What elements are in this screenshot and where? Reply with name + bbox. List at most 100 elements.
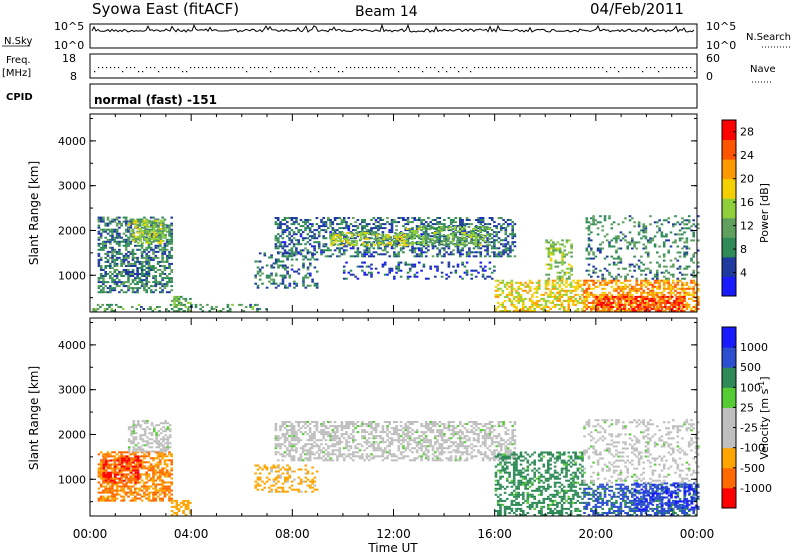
power-cell: [347, 227, 351, 230]
power-cell: [687, 285, 691, 288]
velocity-cell: [115, 485, 119, 488]
power-cell: [456, 244, 459, 247]
power-cell: [506, 241, 510, 244]
power-cell: [495, 239, 498, 242]
power-cell: [585, 299, 589, 302]
power-cell: [361, 221, 364, 224]
power-cell: [549, 265, 553, 268]
power-cell: [496, 301, 500, 304]
power-cell: [612, 299, 616, 302]
power-cell: [394, 236, 397, 239]
power-cell: [581, 308, 584, 310]
power-cell: [399, 247, 403, 250]
power-cell: [122, 285, 126, 288]
power-cell: [624, 217, 627, 220]
power-cell: [595, 303, 599, 306]
power-cell: [364, 232, 367, 234]
power-cell: [687, 215, 691, 218]
power-cell: [322, 223, 325, 226]
power-cell: [628, 293, 632, 296]
power-cell: [422, 242, 425, 245]
velocity-cell: [115, 465, 119, 468]
velocity-cell: [113, 457, 117, 460]
power-cell: [681, 217, 684, 220]
power-cell: [504, 229, 508, 232]
power-cell: [410, 230, 414, 232]
power-cell: [692, 233, 695, 236]
power-cell: [372, 217, 376, 219]
power-cell: [302, 278, 305, 281]
power-cell: [598, 297, 601, 300]
freq-dot: [434, 67, 436, 69]
power-cell: [653, 297, 657, 300]
power-cell: [434, 275, 437, 278]
power-cell: [113, 230, 117, 233]
power-cell: [386, 245, 389, 248]
power-cell: [261, 272, 264, 275]
power-cell: [438, 217, 442, 219]
velocity-cell: [104, 489, 107, 492]
power-cell: [120, 281, 123, 284]
power-cell: [552, 241, 555, 244]
power-cell: [535, 289, 539, 292]
velocity-cell: [120, 489, 123, 492]
power-cell: [363, 227, 366, 230]
power-cell: [374, 231, 378, 234]
power-cell: [603, 217, 607, 220]
velocity-cell: [111, 491, 114, 494]
power-cell: [444, 242, 448, 245]
power-cell: [361, 225, 364, 228]
power-cell: [565, 285, 568, 288]
freq-dot: [586, 67, 588, 69]
velocity-cell: [146, 436, 149, 439]
power-cell: [600, 299, 603, 302]
power-cell: [157, 227, 161, 230]
power-cell: [111, 289, 114, 292]
power-cell: [134, 239, 138, 242]
velocity-cell: [134, 477, 138, 480]
power-cell: [493, 239, 496, 242]
velocity-cell: [143, 485, 146, 488]
velocity-cell: [140, 467, 144, 470]
velocity-cell: [129, 475, 133, 478]
power-cell: [585, 227, 589, 230]
power-cell: [390, 229, 394, 232]
power-cell: [486, 275, 489, 278]
power-cell: [338, 251, 341, 254]
power-cell: [315, 251, 319, 254]
freq-dot: [274, 67, 276, 69]
velocity-cell: [107, 459, 110, 462]
power-cell: [365, 223, 369, 226]
freq-dot: [318, 71, 320, 73]
velocity-cell: [155, 432, 158, 435]
power-cell: [118, 242, 121, 245]
power-cell: [395, 253, 398, 256]
power-cell: [379, 253, 382, 256]
power-cell: [652, 295, 656, 298]
power-cell: [656, 279, 659, 282]
power-cell: [383, 245, 387, 248]
power-cell: [592, 295, 595, 298]
velocity-cell: [168, 491, 171, 494]
power-cell: [124, 216, 128, 219]
power-cell: [149, 265, 153, 267]
power-cell: [609, 303, 613, 306]
power-cell: [556, 261, 560, 264]
power-cell: [667, 217, 670, 220]
power-cell: [381, 249, 385, 252]
power-cell: [345, 225, 348, 228]
power-cell: [434, 245, 437, 248]
power-cell: [311, 280, 314, 283]
power-cell: [161, 289, 164, 292]
freq-dot: [574, 67, 576, 69]
power-cell: [381, 233, 385, 236]
power-cell: [113, 228, 117, 231]
power-cell: [496, 306, 500, 308]
velocity-cell: [109, 463, 113, 466]
power-cell: [415, 243, 419, 246]
power-cell: [563, 310, 566, 312]
power-cell: [99, 246, 103, 249]
velocity-cell: [118, 469, 122, 472]
power-cell: [97, 248, 101, 251]
power-cell: [363, 255, 366, 258]
